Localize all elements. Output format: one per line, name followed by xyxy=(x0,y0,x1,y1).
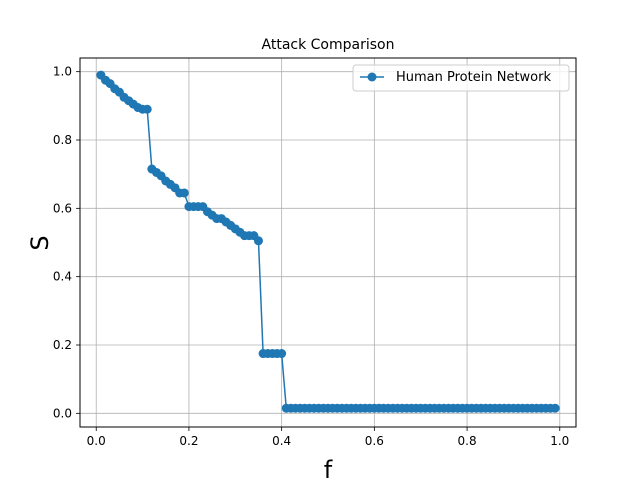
y-tick-label: 0.6 xyxy=(53,201,72,215)
data-point xyxy=(179,188,189,198)
y-tick-label: 0.0 xyxy=(53,406,72,420)
series-line xyxy=(100,74,556,409)
y-tick-label: 0.4 xyxy=(53,270,72,284)
data-point xyxy=(253,236,263,246)
data-point xyxy=(277,349,287,359)
axis-ticks: 0.0 0.2 0.4 0.6 0.8 1.0 0.0 0.2 0.4 0.6 0.8 1.0 xyxy=(53,65,569,448)
x-tick-label: 1.0 xyxy=(550,434,569,448)
legend-box xyxy=(352,64,570,92)
data-point xyxy=(142,104,152,114)
x-tick-label: 0.8 xyxy=(458,434,477,448)
y-tick-label: 0.2 xyxy=(53,338,72,352)
x-tick-label: 0.6 xyxy=(365,434,384,448)
legend-marker-swatch xyxy=(367,72,377,82)
axes xyxy=(79,57,577,428)
grid-lines xyxy=(80,58,576,427)
data-point xyxy=(550,403,560,413)
x-tick-label: 0.4 xyxy=(272,434,291,448)
x-tick-label: 0.0 xyxy=(87,434,106,448)
series-layer xyxy=(96,70,560,413)
x-tick-label: 0.2 xyxy=(179,434,198,448)
legend-series-label: Human Protein Network xyxy=(396,70,551,85)
plot-frame xyxy=(79,57,577,428)
chart-title: Attack Comparison xyxy=(262,37,395,53)
legend: Human Protein Network xyxy=(352,64,570,92)
y-tick-label: 0.8 xyxy=(53,133,72,147)
x-axis-label: f xyxy=(324,456,333,480)
y-tick-label: 1.0 xyxy=(53,65,72,79)
y-axis-label: S xyxy=(26,235,54,250)
